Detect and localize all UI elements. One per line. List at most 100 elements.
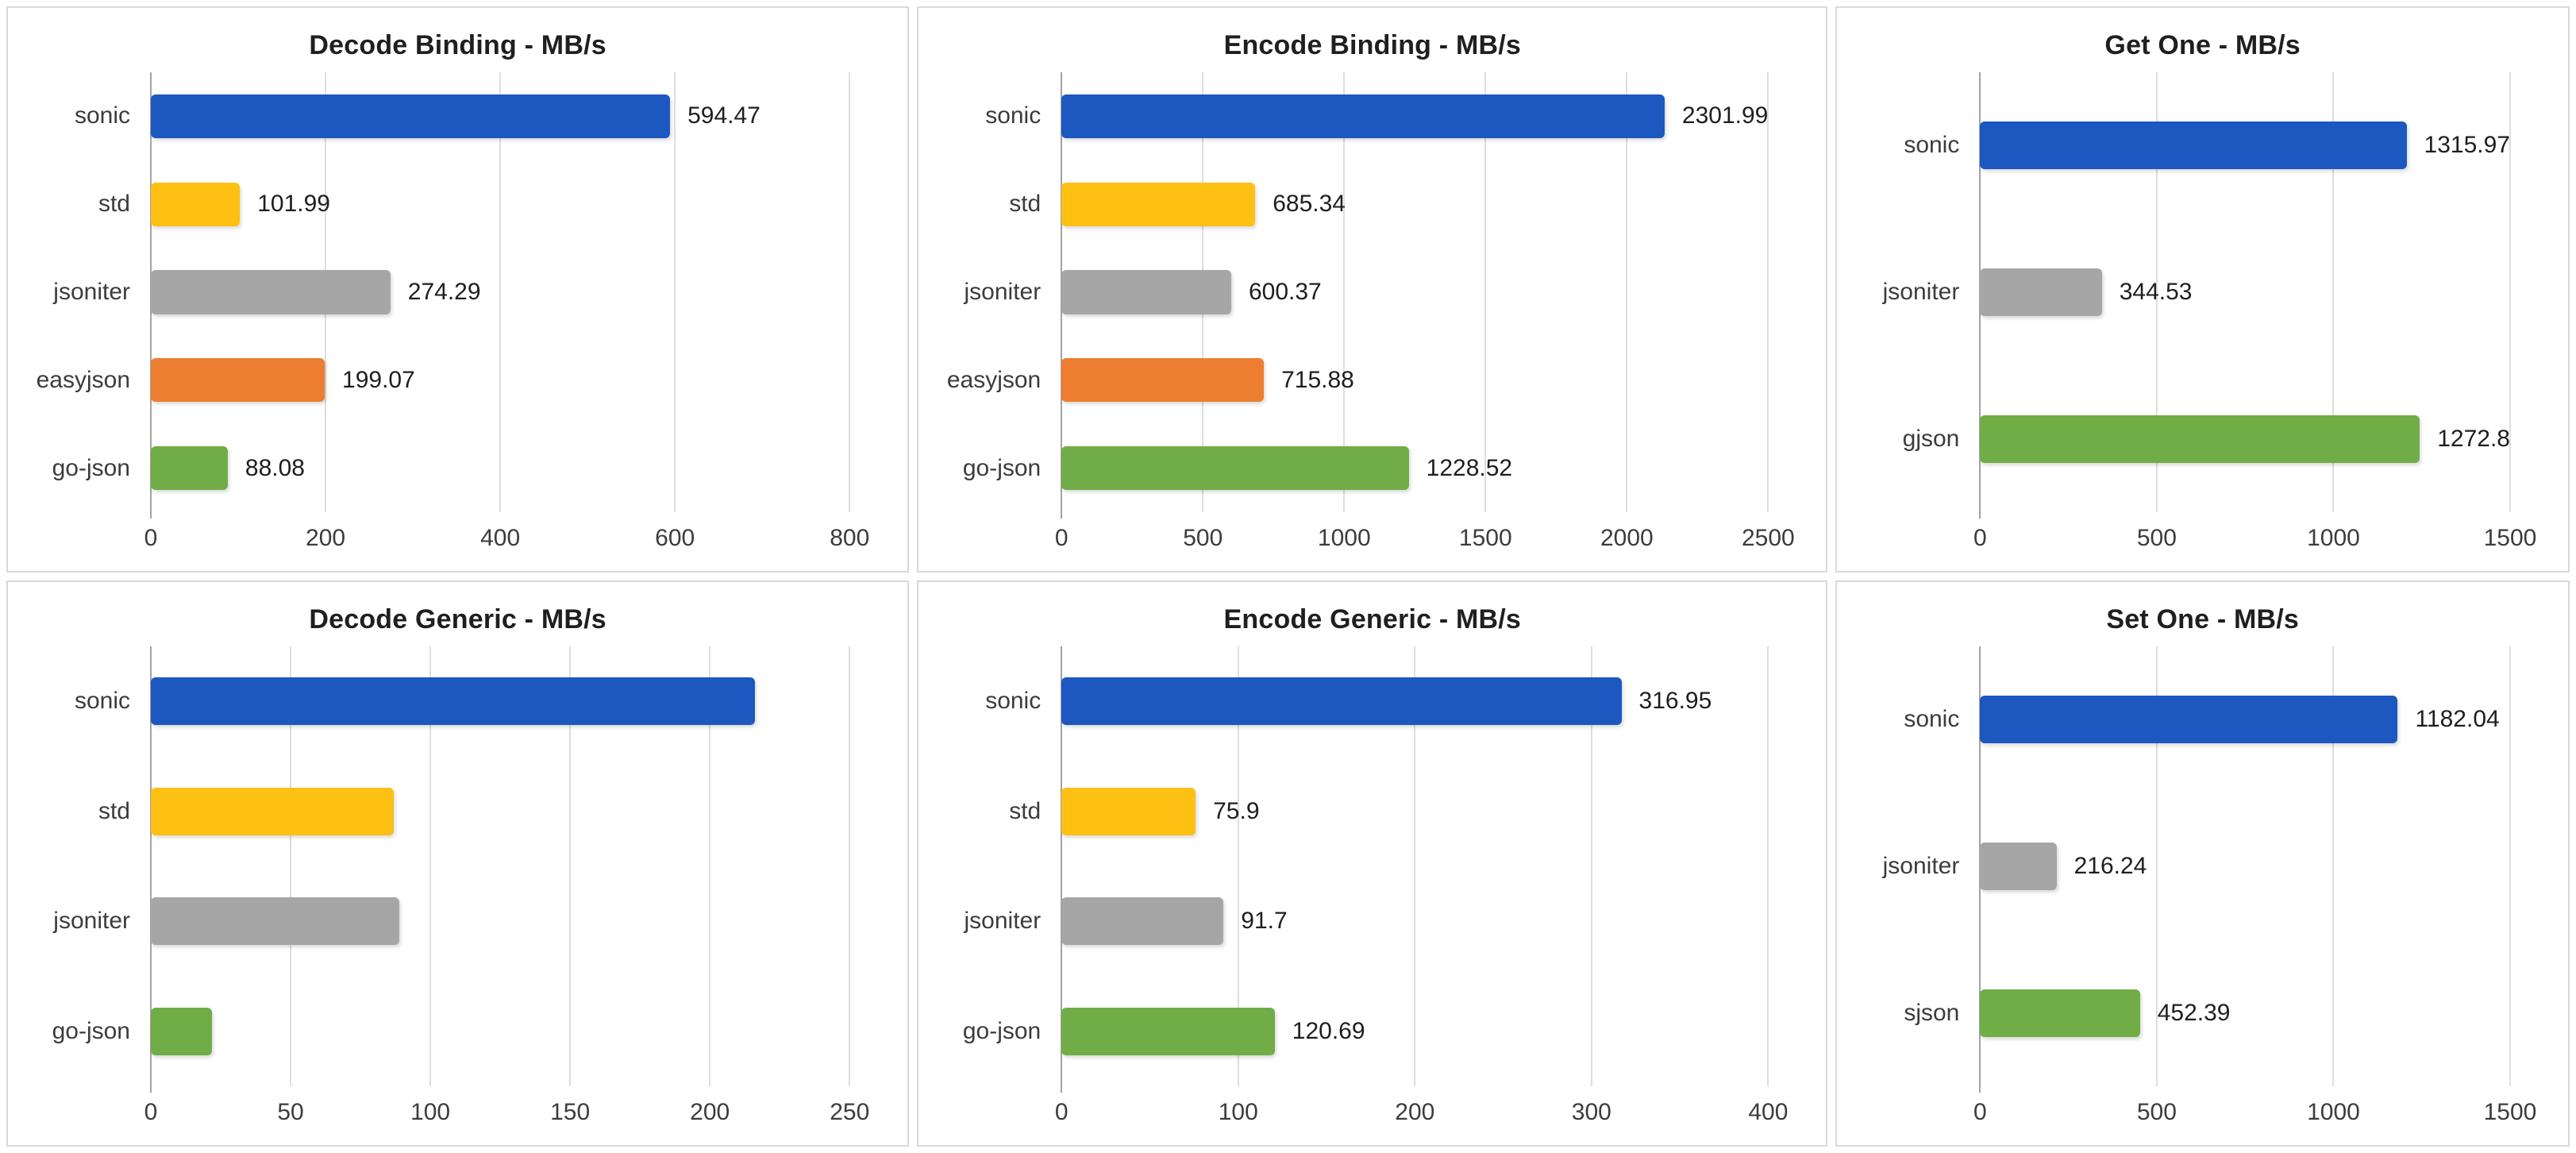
x-tick-label: 1000 — [1317, 525, 1371, 551]
bar — [151, 1007, 213, 1055]
bar — [151, 358, 325, 403]
bar-row: jsoniter 216.24 — [1883, 793, 2510, 940]
category-label: std — [1009, 797, 1042, 824]
gridline — [2332, 72, 2335, 512]
gridline — [2509, 646, 2511, 1086]
gridline — [849, 72, 851, 512]
category-label: sonic — [74, 688, 130, 715]
value-label: 216.24 — [2074, 853, 2147, 879]
gridline — [1237, 646, 1239, 1086]
x-tick-label: 100 — [1218, 1099, 1258, 1125]
value-label: 2301.99 — [1681, 102, 1769, 129]
bar — [1061, 677, 1622, 726]
x-tick-label: 1000 — [2307, 1099, 2360, 1125]
chart-title: Set One - MB/s — [2106, 604, 2300, 634]
x-tick-label: 200 — [1395, 1099, 1435, 1125]
bar-row: jsoniter — [53, 866, 849, 977]
bar — [1061, 182, 1256, 226]
gridline — [1590, 646, 1592, 1086]
bar — [1980, 121, 2407, 170]
bar — [151, 787, 395, 835]
bar — [1061, 787, 1196, 835]
x-tick-label: 0 — [144, 1099, 158, 1125]
bar — [151, 270, 391, 314]
value-label: 344.53 — [2119, 279, 2193, 305]
chart-area: sonic 1182.04 jsoniter 216.24 sjson 452.39 0 50… — [1837, 638, 2568, 1145]
bar-row: jsoniter 344.53 — [1883, 219, 2510, 366]
value-label: 120.69 — [1292, 1017, 1365, 1044]
gridline — [1626, 72, 1628, 512]
category-label: std — [98, 191, 130, 218]
x-tick-label: 0 — [1973, 1099, 1987, 1125]
chart-area: sonic std jsoniter go-json 0 50 100 150 200 250 — [8, 638, 907, 1145]
x-tick-label: 0 — [144, 525, 158, 551]
axis-zero-line — [1061, 646, 1063, 1093]
panel-set-one: Set One - MB/s sonic 1182.04 jsoniter 216.2… — [1835, 580, 2570, 1147]
value-label: 715.88 — [1281, 366, 1354, 393]
plot-area: sonic 2301.99 std 685.34 jsoniter 600.37 easyj… — [947, 72, 1769, 519]
value-label: 685.34 — [1273, 191, 1346, 218]
gridline — [1767, 646, 1769, 1086]
x-tick-label: 500 — [2136, 525, 2177, 551]
category-label: sonic — [1904, 132, 1960, 159]
bar — [1061, 94, 1665, 139]
bar-row: std 685.34 — [1009, 160, 1768, 249]
panel-decode-generic: Decode Generic - MB/s sonic std jsoniter go… — [6, 580, 910, 1147]
value-label: 91.7 — [1241, 908, 1288, 935]
bar-rows: sonic std jsoniter go-json — [52, 646, 849, 1086]
x-tick-label: 300 — [1571, 1099, 1611, 1125]
category-label: jsoniter — [53, 908, 130, 935]
x-tick-label: 2000 — [1600, 525, 1654, 551]
category-label: gjson — [1902, 425, 1960, 452]
chart-title: Encode Binding - MB/s — [1223, 30, 1521, 60]
category-label: sonic — [74, 102, 130, 129]
category-label: std — [1009, 191, 1042, 218]
x-tick-label: 1000 — [2307, 525, 2360, 551]
bar-row: easyjson 715.88 — [947, 336, 1768, 424]
x-tick-label: 0 — [1973, 525, 1987, 551]
gridline — [1414, 646, 1416, 1086]
bar-row: sjson 452.39 — [1904, 939, 2510, 1086]
bar — [1061, 270, 1231, 314]
x-axis: 0 500 1000 1500 — [1973, 1086, 2536, 1132]
x-tick-label: 200 — [690, 1099, 730, 1125]
gridline — [2155, 646, 2158, 1086]
bar — [151, 94, 671, 139]
category-label: easyjson — [946, 366, 1042, 393]
x-tick-label: 0 — [1054, 525, 1069, 551]
bar-row: sonic — [75, 646, 849, 757]
bar — [151, 182, 241, 226]
category-label: easyjson — [36, 366, 130, 393]
value-label: 1272.8 — [2437, 425, 2510, 452]
bar-row: go-json 1228.52 — [963, 424, 1768, 512]
bar-rows: sonic 2301.99 std 685.34 jsoniter 600.37 easyj… — [947, 72, 1769, 512]
bar — [151, 897, 400, 946]
x-axis: 0 500 1000 1500 2000 2500 — [1055, 512, 1795, 558]
gridline — [849, 646, 851, 1086]
x-tick-label: 150 — [550, 1099, 591, 1125]
gridline — [2155, 72, 2158, 512]
plot-area: sonic 1315.97 jsoniter 344.53 gjson 1272.8 — [1883, 72, 2511, 519]
bar-row: std — [98, 757, 849, 867]
panel-get-one: Get One - MB/s sonic 1315.97 jsoniter 344.5… — [1835, 6, 2570, 573]
chart-area: sonic 1315.97 jsoniter 344.53 gjson 1272.8 0 50… — [1837, 64, 2568, 571]
category-label: go-json — [52, 1017, 130, 1044]
value-label: 600.37 — [1248, 278, 1322, 305]
gridline — [709, 646, 711, 1086]
x-tick-label: 100 — [410, 1099, 451, 1125]
bar-row: sonic 1315.97 — [1904, 72, 2510, 219]
x-axis: 0 100 200 300 400 — [1055, 1086, 1789, 1132]
bar-row: gjson 1272.8 — [1903, 365, 2510, 512]
gridline — [1484, 72, 1487, 512]
chart-area: sonic 316.95 std 75.9 jsoniter 91.7 go-json 120… — [918, 638, 1826, 1145]
gridline — [429, 646, 432, 1086]
bar-row: jsoniter 600.37 — [965, 249, 1768, 337]
bar — [1980, 843, 2057, 890]
bar-row: sonic 1182.04 — [1904, 646, 2510, 793]
value-label: 1315.97 — [2424, 132, 2510, 159]
x-axis: 0 50 100 150 200 250 — [144, 1086, 870, 1132]
category-label: sonic — [1904, 706, 1960, 733]
value-label: 88.08 — [245, 454, 305, 481]
category-label: std — [98, 797, 130, 824]
category-label: sjson — [1904, 999, 1960, 1026]
